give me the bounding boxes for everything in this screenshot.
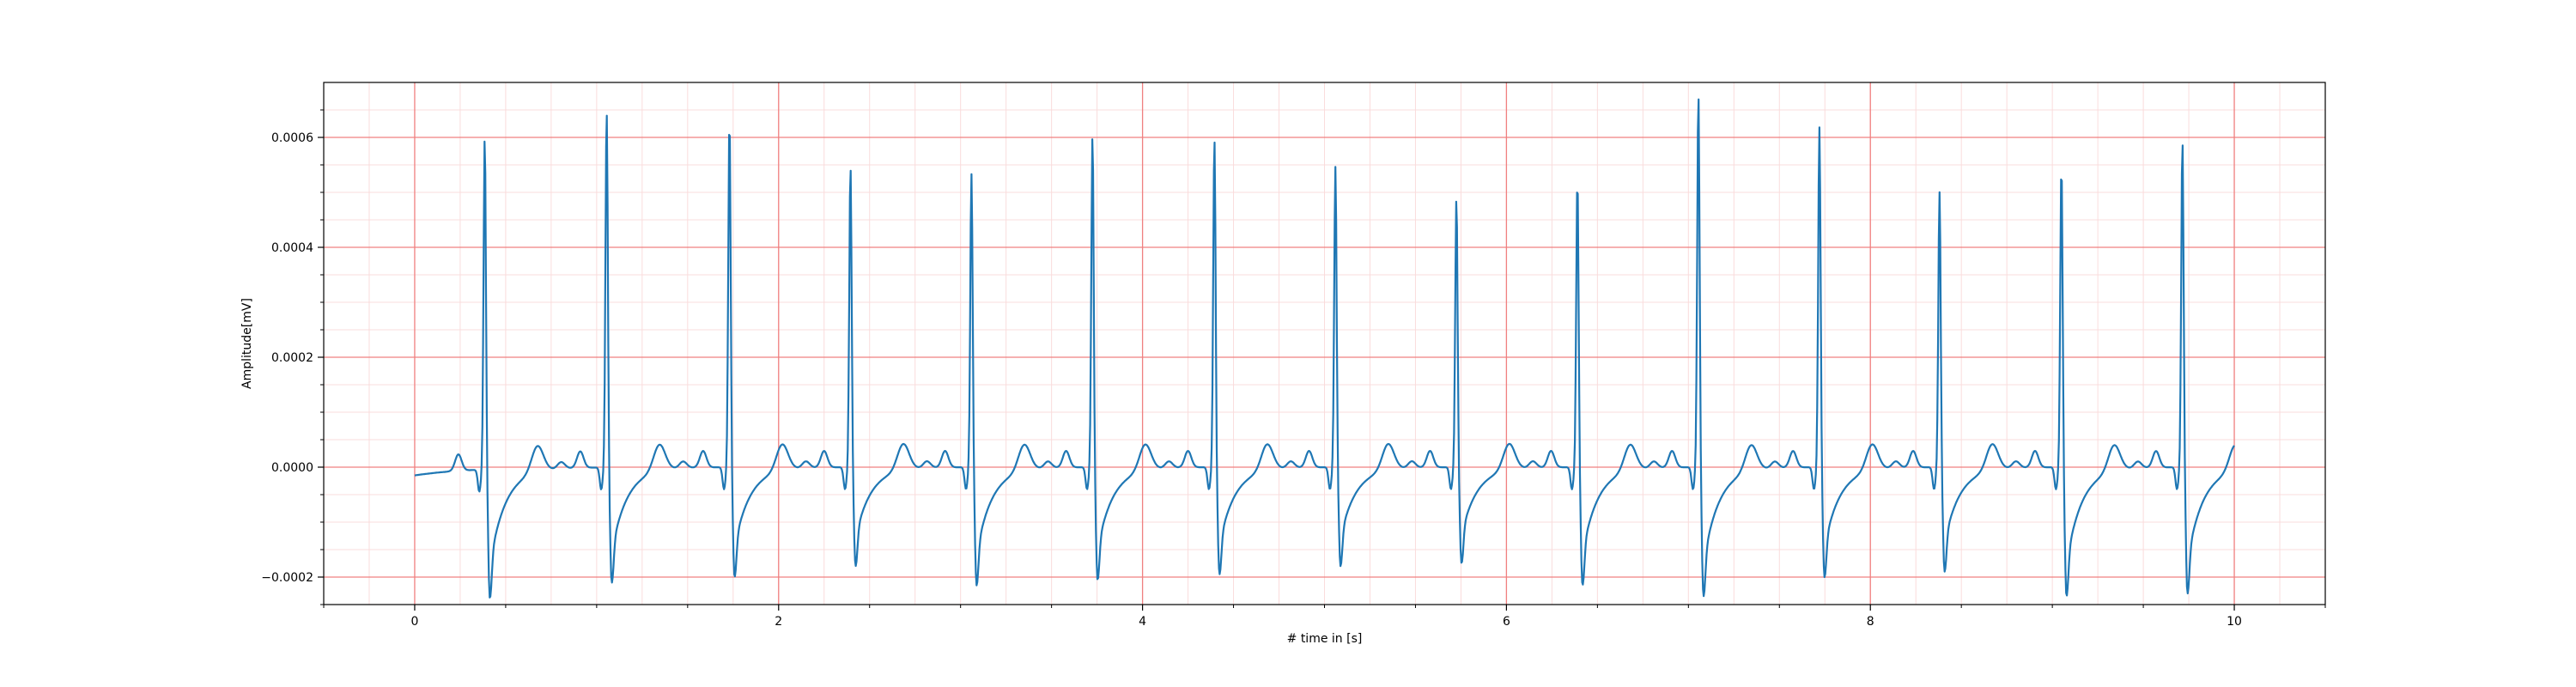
- x-tick-label: 10: [2227, 615, 2242, 629]
- y-tick-label: 0.0002: [271, 351, 313, 365]
- x-tick-label: 8: [1867, 615, 1874, 629]
- major-grid: [324, 82, 2325, 605]
- x-axis-label: # time in [s]: [1287, 632, 1363, 646]
- x-tick-label: 6: [1503, 615, 1510, 629]
- x-axis-ticks: 0 2 4 6 8 10: [323, 605, 2326, 629]
- y-tick-label: −0.0002: [261, 571, 313, 585]
- x-tick-label: 2: [775, 615, 782, 629]
- y-tick-label: 0.0006: [271, 131, 313, 145]
- x-tick-label: 4: [1139, 615, 1146, 629]
- ecg-signal-line: [414, 98, 2235, 599]
- y-tick-label: 0.0004: [271, 241, 313, 255]
- y-axis-ticks: −0.0002 0.0000 0.0002 0.0004 0.0006: [261, 109, 324, 605]
- y-tick-label: 0.0000: [271, 461, 313, 475]
- x-tick-label: 0: [410, 615, 418, 629]
- y-axis-label: Amplitude[mV]: [240, 298, 254, 389]
